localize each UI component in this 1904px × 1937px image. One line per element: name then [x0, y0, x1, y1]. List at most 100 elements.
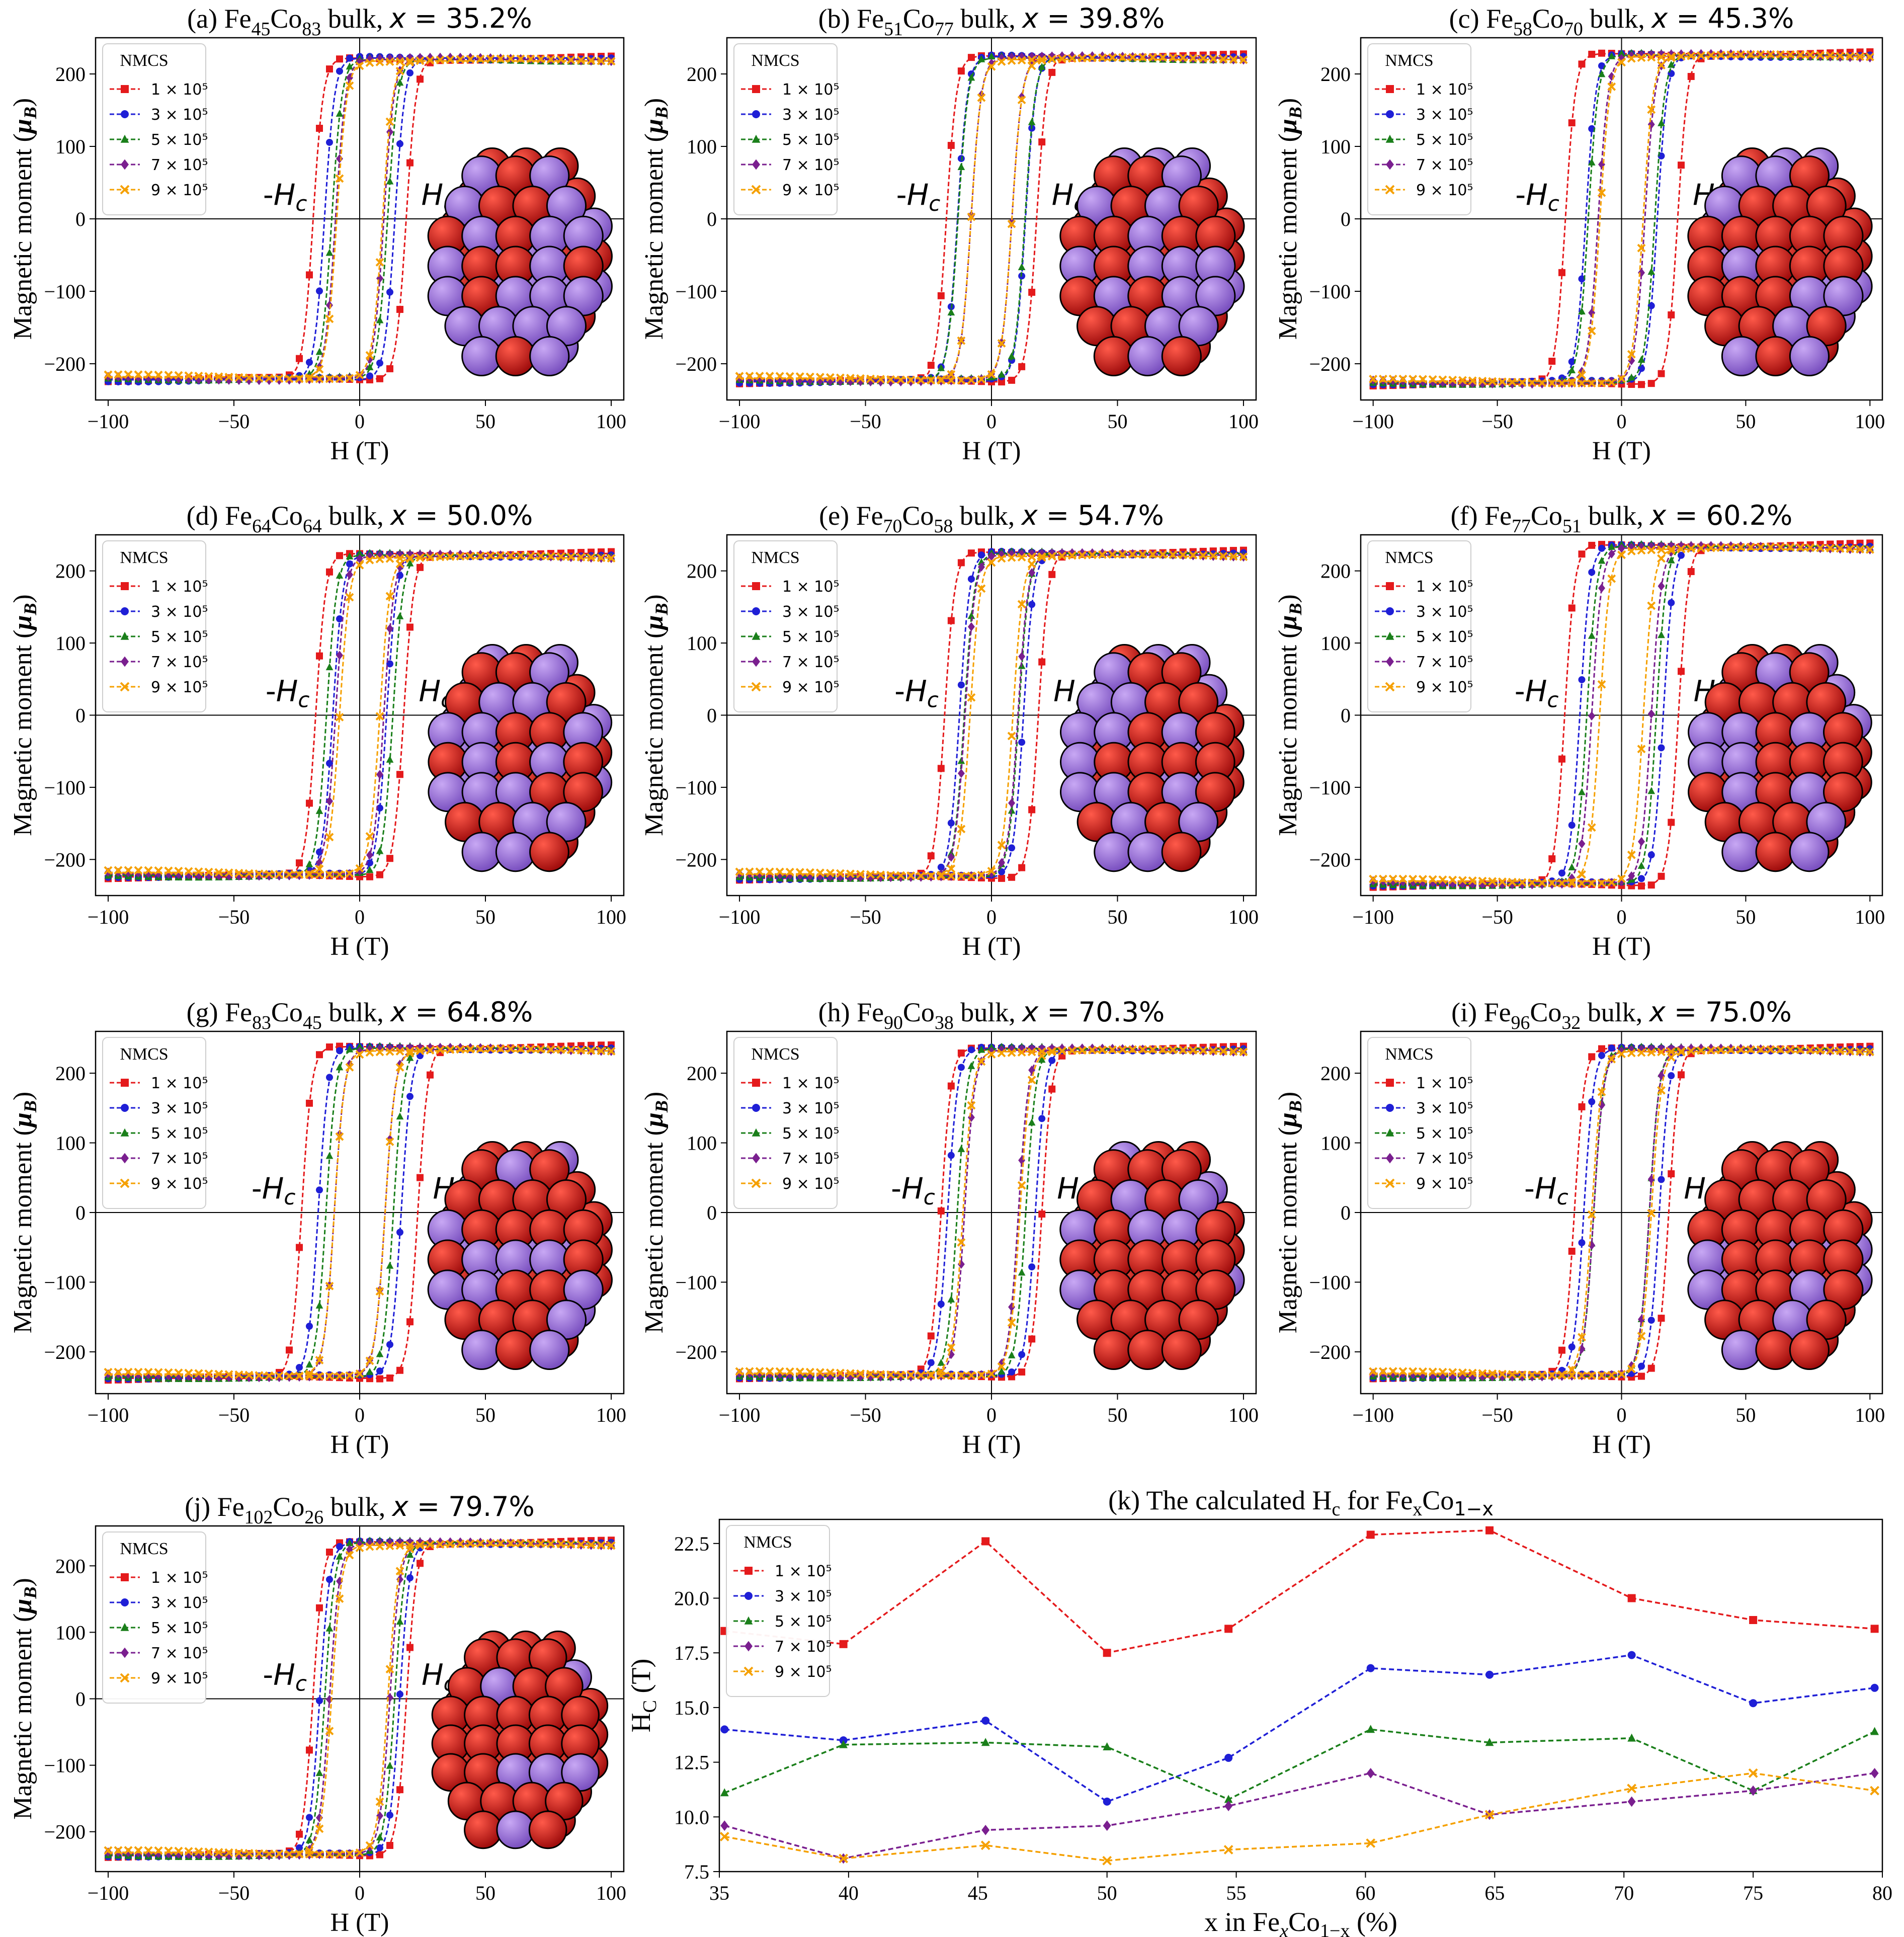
x-tick-label: −100: [719, 1404, 761, 1426]
data-point: [456, 1045, 465, 1054]
data-point: [1068, 1043, 1076, 1053]
data-point: [275, 870, 284, 879]
curves: [735, 1042, 1248, 1383]
panel-title: (c) Fe58Co70 bulk, x = 45.3%: [1449, 3, 1794, 40]
legend-label: 7 × 10⁵: [151, 156, 208, 174]
data-point: [385, 592, 394, 601]
data-point: [1647, 53, 1656, 62]
data-point: [1078, 54, 1087, 63]
data-point: [1469, 378, 1476, 388]
data-point: [1558, 869, 1565, 877]
data-point: [967, 871, 976, 880]
data-point: [1816, 51, 1825, 60]
data-point: [1488, 877, 1497, 886]
data-point: [1158, 550, 1168, 559]
data-point: [385, 1137, 394, 1146]
data-point: [977, 584, 986, 593]
data-point: [1647, 380, 1655, 387]
data-point: [857, 377, 864, 386]
data-point: [296, 1244, 303, 1251]
data-point: [326, 796, 333, 806]
data-point: [476, 54, 485, 63]
legend-title: NMCS: [751, 548, 799, 567]
data-point: [1547, 878, 1556, 887]
x-axis-label: H (T): [330, 932, 389, 961]
data-point: [214, 868, 223, 877]
data-point: [1617, 550, 1626, 559]
data-point: [1028, 548, 1036, 558]
data-point: [285, 374, 294, 383]
data-point: [1098, 1045, 1107, 1055]
data-point: [1369, 876, 1377, 885]
y-tick-label: −200: [675, 1341, 717, 1363]
neg-hc-label: -Hc: [263, 178, 307, 216]
legend-marker: [1385, 631, 1394, 640]
y-tick-label: −100: [675, 1271, 717, 1294]
data-point: [1657, 52, 1666, 61]
data-point: [417, 563, 424, 571]
legend-marker: [752, 1128, 761, 1137]
data-point: [1018, 739, 1026, 746]
data-point: [256, 376, 263, 385]
data-point: [1379, 374, 1387, 383]
data-point: [386, 1374, 393, 1382]
data-point: [396, 140, 403, 147]
legend-marker: [120, 631, 129, 640]
data-point: [1578, 307, 1586, 315]
data-point: [376, 316, 384, 324]
neg-hc-label: -Hc: [252, 1171, 296, 1209]
data-point: [467, 549, 474, 559]
data-point: [937, 364, 945, 371]
legend-label: 9 × 10⁵: [151, 679, 208, 696]
data-point: [1057, 551, 1066, 560]
data-point: [1598, 556, 1606, 564]
data-point: [325, 1281, 334, 1290]
data-point: [376, 1375, 383, 1383]
data-point: [967, 210, 975, 220]
data-point: [917, 871, 926, 880]
data-point: [466, 551, 475, 560]
legend-label: 1 × 10⁵: [782, 1075, 840, 1092]
data-point: [1118, 550, 1127, 559]
x-tick-label: −50: [850, 1404, 881, 1426]
data-point: [755, 372, 764, 380]
data-point: [957, 1064, 965, 1071]
data-point: [1756, 542, 1765, 551]
data-point: [1578, 879, 1586, 888]
data-point: [927, 362, 935, 369]
atom: [1721, 336, 1762, 377]
data-point: [134, 370, 143, 379]
atom: [495, 336, 536, 377]
x-axis-label: H (T): [330, 437, 389, 465]
data-point: [1169, 1045, 1178, 1055]
curves: [1369, 539, 1874, 891]
y-tick-label: 200: [687, 1062, 717, 1085]
data-point: [1008, 376, 1016, 384]
data-point: [1179, 550, 1188, 559]
data-point: [376, 1367, 383, 1375]
data-point: [1687, 544, 1696, 553]
data-point: [1598, 583, 1605, 593]
legend-label: 5 × 10⁵: [782, 131, 840, 149]
data-point: [957, 336, 966, 345]
data-point: [1647, 851, 1655, 859]
data-point: [295, 1371, 304, 1381]
data-point: [437, 52, 444, 62]
data-point: [937, 870, 946, 879]
data-point: [536, 1044, 545, 1054]
data-point: [1088, 53, 1097, 62]
data-point: [1458, 876, 1467, 885]
data-point: [1667, 52, 1676, 61]
x-tick-label: 50: [475, 410, 495, 433]
data-point: [998, 858, 1006, 867]
legend-label: 3 × 10⁵: [782, 603, 840, 621]
data-point: [1018, 363, 1026, 370]
data-point: [396, 1229, 403, 1236]
data-point: [1587, 379, 1596, 388]
legend-label: 9 × 10⁵: [1416, 679, 1473, 696]
data-point: [1028, 118, 1036, 125]
data-point: [1008, 1351, 1016, 1358]
legend-label: 1 × 10⁵: [782, 578, 840, 596]
data-point: [446, 1045, 455, 1054]
data-point: [155, 869, 162, 878]
